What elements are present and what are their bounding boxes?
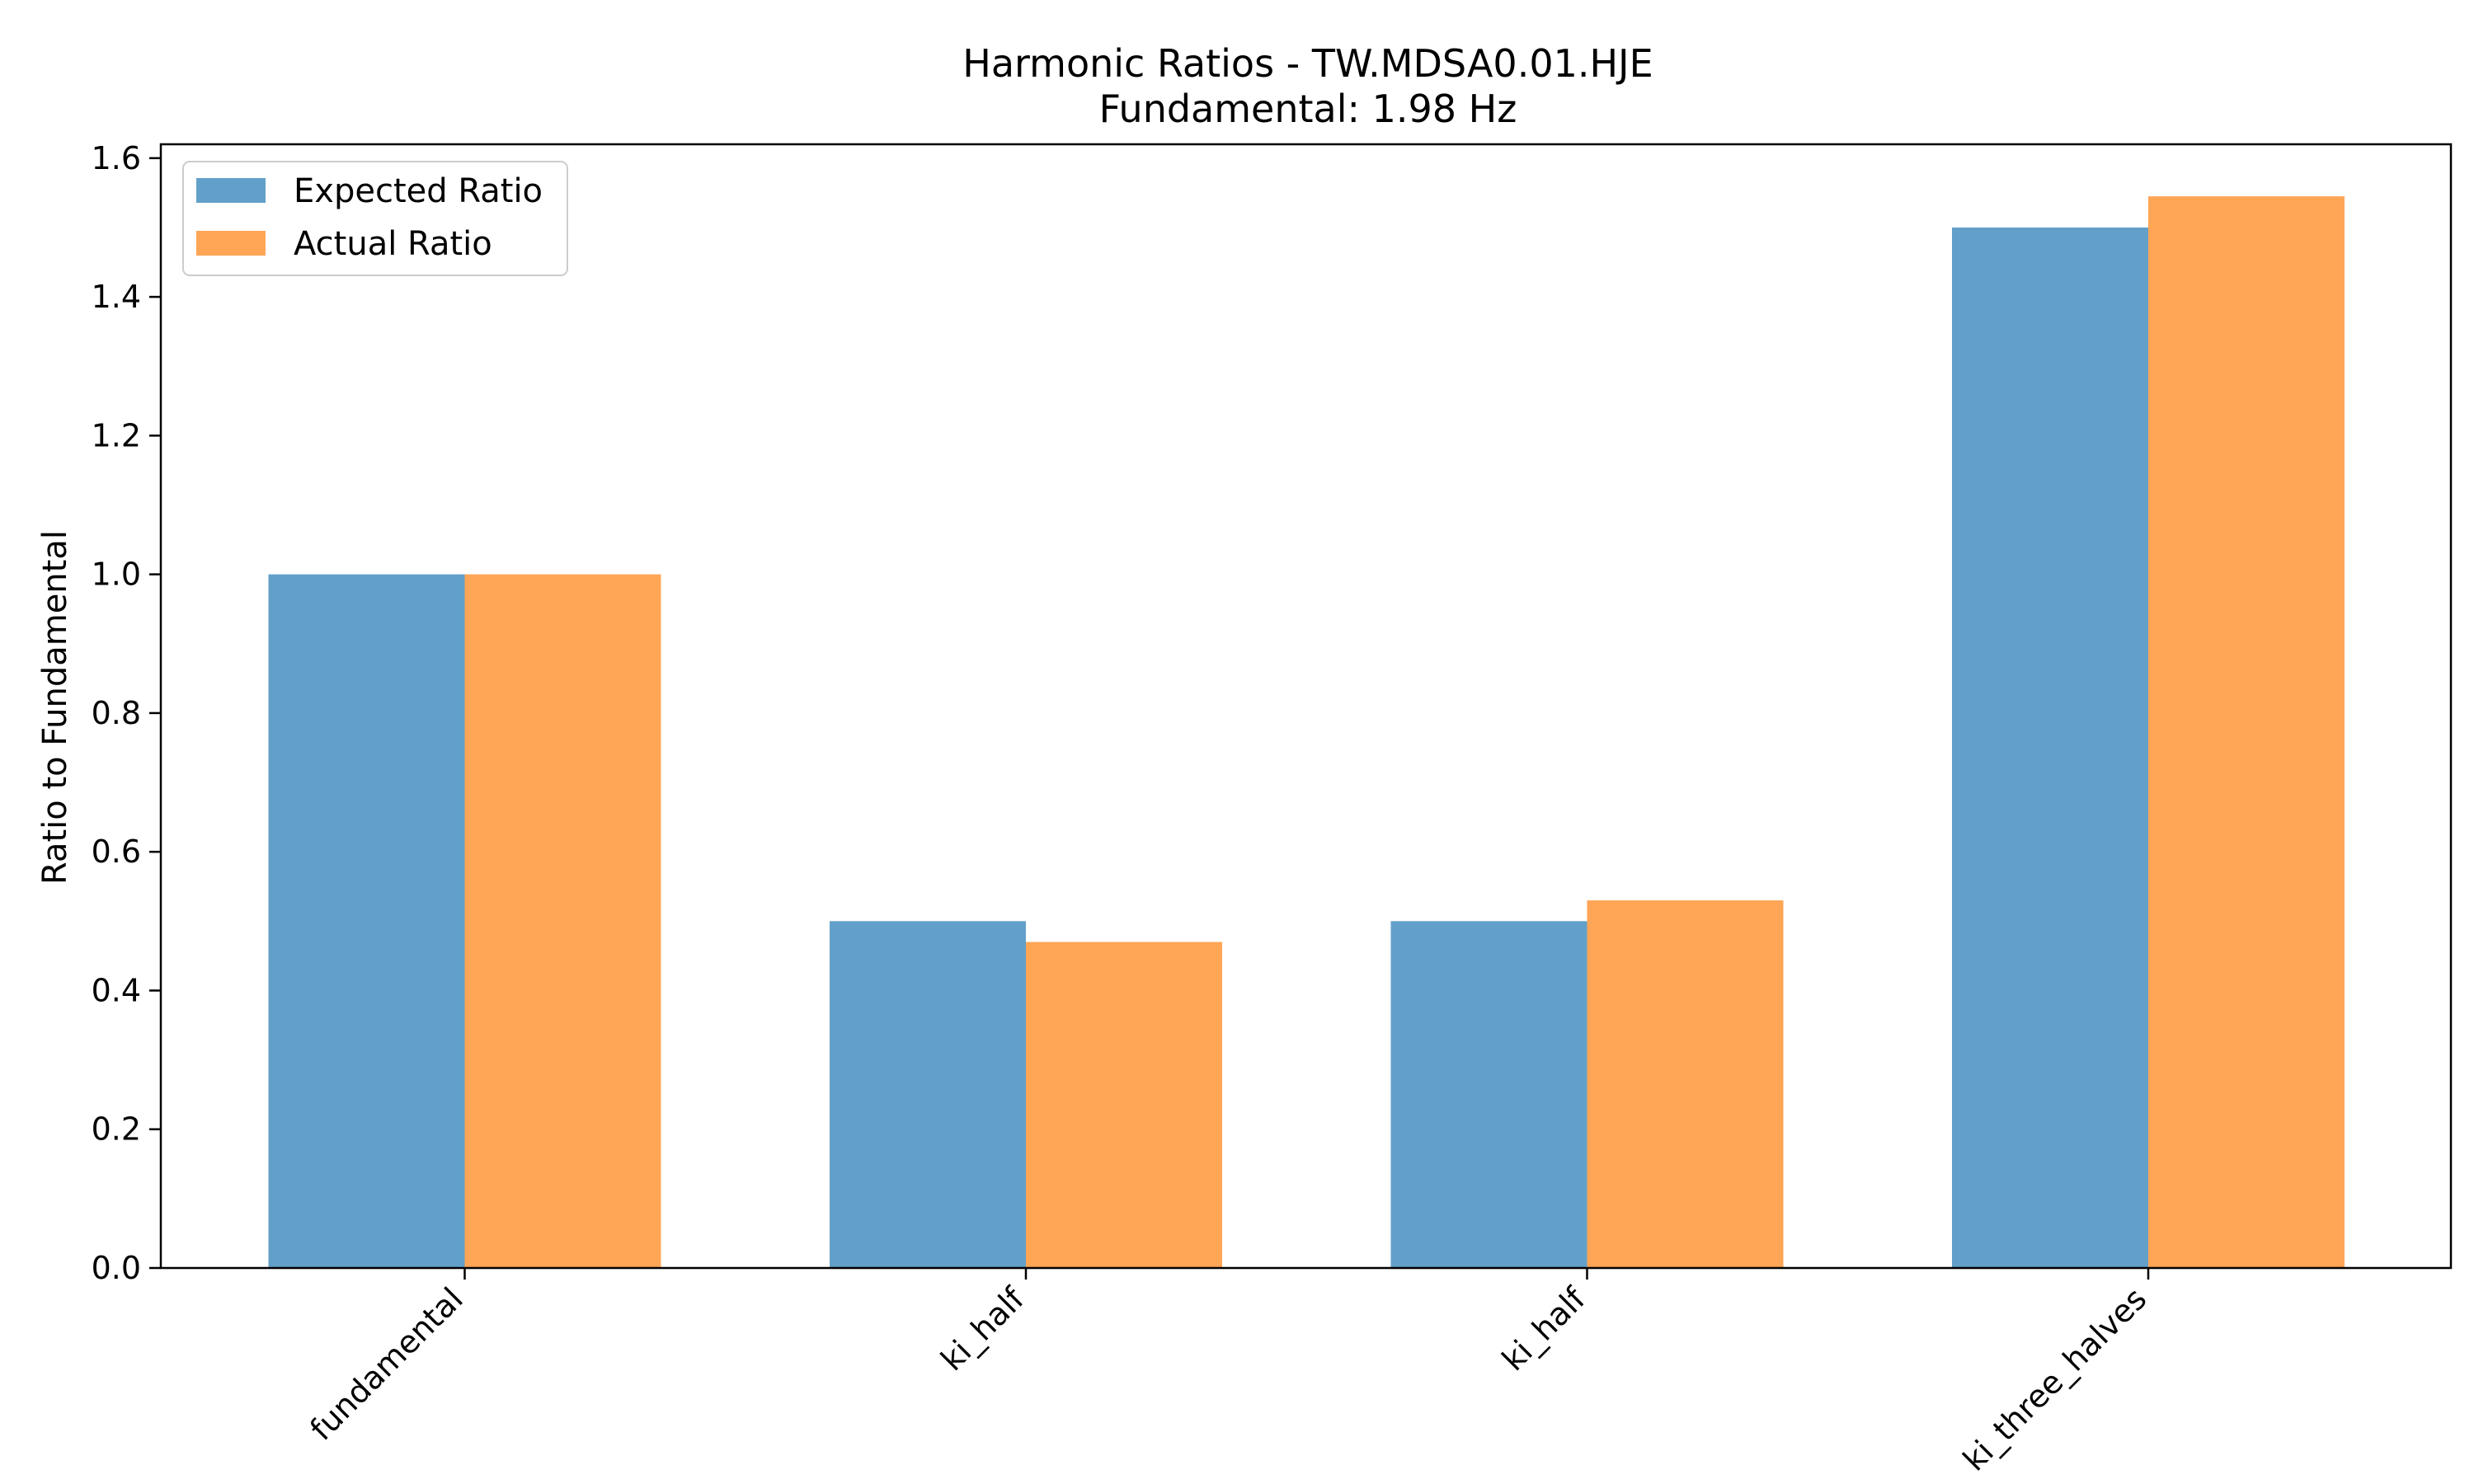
legend-swatch-1	[196, 231, 266, 256]
chart-title: Harmonic Ratios - TW.MDSA0.01.HJE	[962, 41, 1653, 86]
y-tick-label: 1.4	[92, 279, 141, 315]
bar-expected-ratio-3	[1952, 227, 2148, 1269]
x-tick-label: fundamental	[303, 1280, 469, 1447]
bar-actual-ratio-3	[2148, 196, 2345, 1269]
bar-expected-ratio-2	[1390, 921, 1587, 1268]
bars-group	[268, 196, 2345, 1269]
bar-actual-ratio-1	[1026, 942, 1222, 1268]
y-axis-label: Ratio to Fundamental	[36, 530, 74, 885]
x-tick-label: ki_half	[934, 1280, 1032, 1378]
legend-box	[182, 161, 568, 276]
legend-label-1: Actual Ratio	[294, 225, 492, 263]
y-tick-label: 0.0	[92, 1250, 141, 1286]
plot-frame	[159, 143, 2453, 1270]
y-tick-label: 1.0	[92, 556, 141, 593]
legend-label-0: Expected Ratio	[294, 172, 543, 210]
legend: Expected Ratio Actual Ratio	[182, 161, 568, 276]
bar-actual-ratio-2	[1587, 900, 1784, 1268]
y-tick-label: 1.6	[92, 140, 141, 176]
bar-expected-ratio-0	[268, 574, 465, 1268]
y-tick-label: 0.4	[92, 972, 141, 1008]
y-tick-label: 0.8	[92, 695, 141, 731]
bar-actual-ratio-0	[464, 574, 661, 1268]
x-tick-label: ki_half	[1495, 1280, 1593, 1378]
y-tick-label: 0.6	[92, 834, 141, 870]
chart-subtitle: Fundamental: 1.98 Hz	[1099, 87, 1517, 131]
y-tick-label: 0.2	[92, 1111, 141, 1148]
x-tick-label: ki_three_halves	[1956, 1280, 2153, 1477]
bar-expected-ratio-1	[830, 921, 1026, 1268]
legend-swatch-0	[196, 178, 266, 203]
y-tick-label: 1.2	[92, 417, 141, 453]
